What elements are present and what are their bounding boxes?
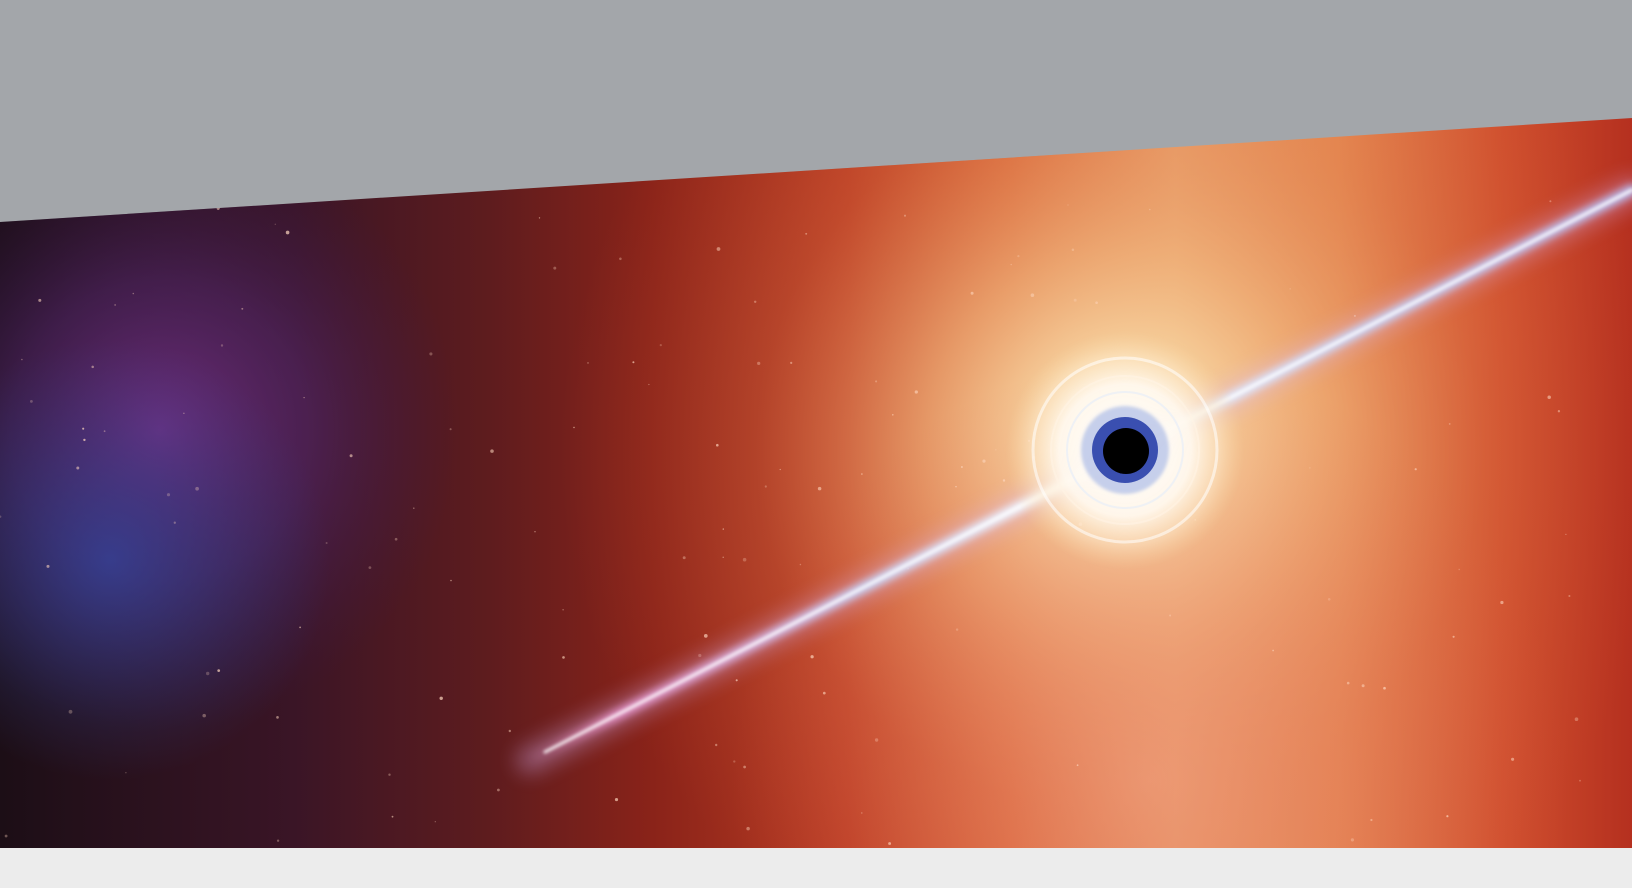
hero-image	[0, 118, 1632, 888]
page	[0, 0, 1632, 888]
